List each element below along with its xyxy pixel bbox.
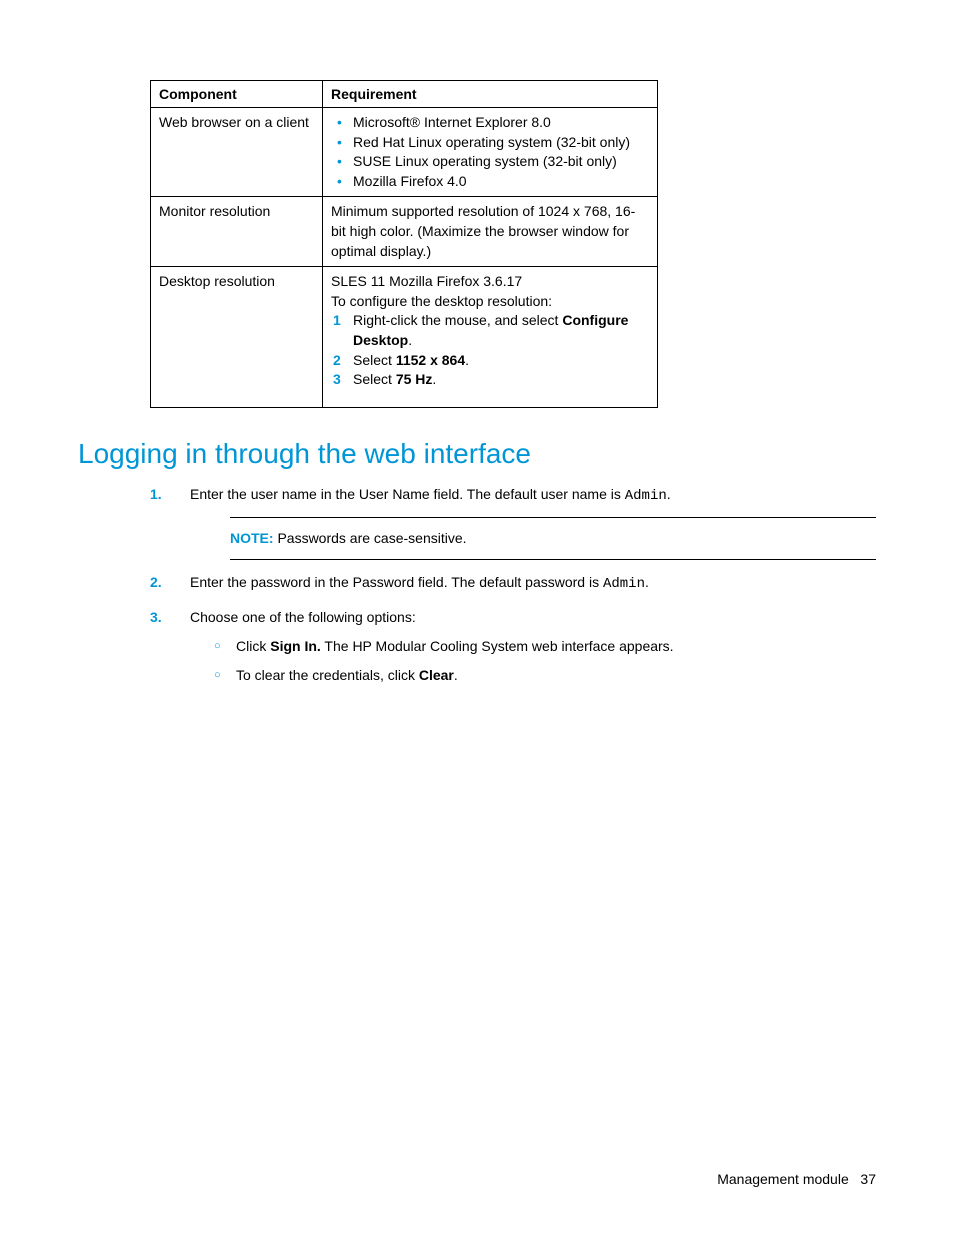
- step-item: Enter the password in the Password field…: [150, 572, 876, 595]
- table-header-component: Component: [151, 81, 323, 108]
- sub-option: Click Sign In. The HP Modular Cooling Sy…: [214, 636, 876, 657]
- inner-step: Right-click the mouse, and select Config…: [331, 311, 649, 350]
- component-cell: Monitor resolution: [151, 197, 323, 267]
- table-row: Desktop resolution SLES 11 Mozilla Firef…: [151, 267, 658, 408]
- cell-text: SLES 11 Mozilla Firefox 3.6.17: [331, 272, 649, 292]
- step-item: Enter the user name in the User Name fie…: [150, 484, 876, 560]
- note-label: NOTE:: [230, 530, 274, 546]
- inner-step: Select 1152 x 864.: [331, 351, 649, 371]
- bullet-item: Microsoft® Internet Explorer 8.0: [331, 113, 649, 133]
- table-row: Web browser on a client Microsoft® Inter…: [151, 108, 658, 197]
- inner-step: Select 75 Hz.: [331, 370, 649, 390]
- note-box: NOTE: Passwords are case-sensitive.: [230, 517, 876, 560]
- requirement-cell: Microsoft® Internet Explorer 8.0 Red Hat…: [323, 108, 658, 197]
- bullet-item: SUSE Linux operating system (32-bit only…: [331, 152, 649, 172]
- requirement-cell: Minimum supported resolution of 1024 x 7…: [323, 197, 658, 267]
- bullet-item: Red Hat Linux operating system (32-bit o…: [331, 133, 649, 153]
- footer-section: Management module: [717, 1171, 849, 1187]
- note-text: Passwords are case-sensitive.: [274, 530, 467, 546]
- page-footer: Management module 37: [717, 1171, 876, 1187]
- footer-page-number: 37: [860, 1171, 876, 1187]
- component-cell: Desktop resolution: [151, 267, 323, 408]
- cell-text: To configure the desktop resolution:: [331, 292, 649, 312]
- table-row: Monitor resolution Minimum supported res…: [151, 197, 658, 267]
- component-cell: Web browser on a client: [151, 108, 323, 197]
- section-heading: Logging in through the web interface: [78, 438, 876, 470]
- requirement-cell: SLES 11 Mozilla Firefox 3.6.17 To config…: [323, 267, 658, 408]
- step-item: Choose one of the following options: Cli…: [150, 607, 876, 686]
- bullet-item: Mozilla Firefox 4.0: [331, 172, 649, 192]
- table-header-requirement: Requirement: [323, 81, 658, 108]
- requirements-table: Component Requirement Web browser on a c…: [150, 80, 658, 408]
- sub-option: To clear the credentials, click Clear.: [214, 665, 876, 686]
